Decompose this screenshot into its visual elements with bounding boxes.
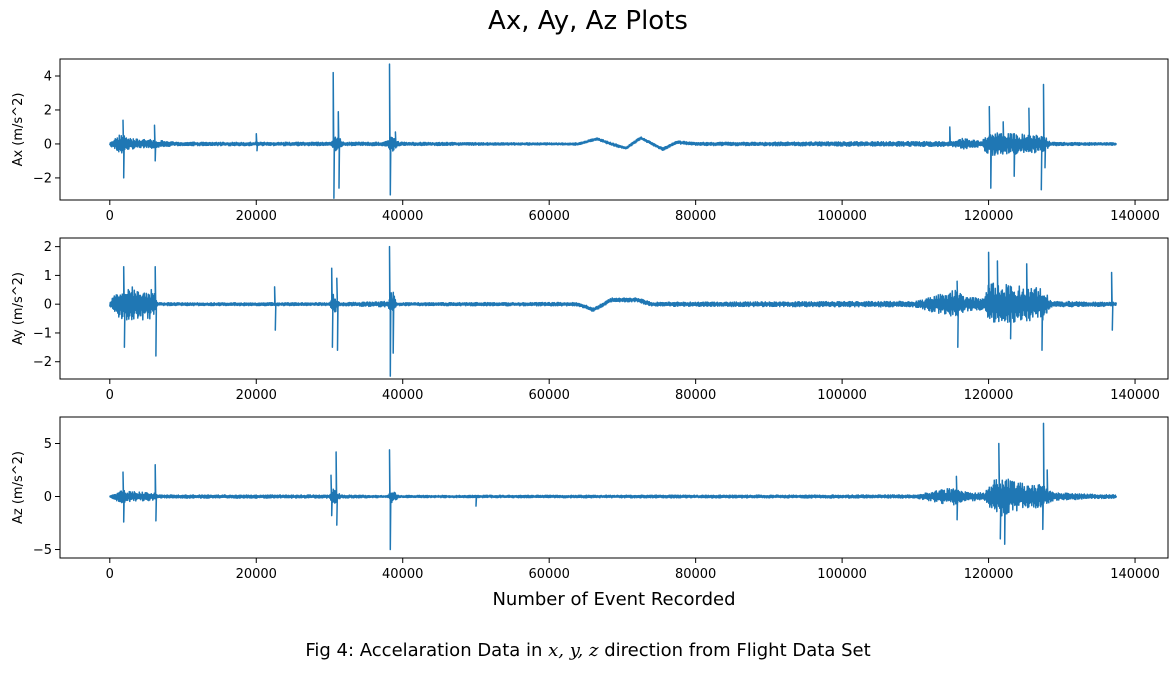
series-line <box>109 63 1118 200</box>
x-tick-label: 60000 <box>529 209 570 224</box>
series-line <box>109 422 1118 551</box>
x-tick-label: 20000 <box>236 388 277 403</box>
y-tick-label: 0 <box>44 490 52 505</box>
x-tick-label: 120000 <box>964 388 1014 403</box>
y-tick-label: 2 <box>44 103 52 118</box>
y-axis-label: Ax (m/s^2) <box>11 93 26 167</box>
axes-frame <box>59 58 1169 201</box>
y-tick-label: 2 <box>44 240 52 255</box>
y-tick-label: −2 <box>33 171 52 186</box>
caption-suffix: direction from Flight Data Set <box>598 640 871 661</box>
x-tick-label: 20000 <box>236 209 277 224</box>
y-tick-label: −1 <box>33 326 52 341</box>
x-tick-label: 100000 <box>817 567 867 582</box>
x-tick-label: 20000 <box>236 567 277 582</box>
x-tick-label: 60000 <box>529 388 570 403</box>
axes-frame <box>59 237 1169 380</box>
y-tick-label: 0 <box>44 137 52 152</box>
x-axis-label: Number of Event Recorded <box>492 589 735 610</box>
x-tick-label: 60000 <box>529 567 570 582</box>
subplot-ax: 0 20000 40000 60000 80000 100000 120000 140000 −… <box>11 58 1169 224</box>
caption-math: x, y, z <box>548 640 599 661</box>
x-tick-label: 120000 <box>964 209 1014 224</box>
x-tick-label: 40000 <box>382 388 423 403</box>
x-tick-label: 140000 <box>1110 567 1160 582</box>
y-tick-label: −5 <box>33 543 52 558</box>
y-tick-label: 4 <box>44 69 52 84</box>
y-axis-label: Ay (m/s^2) <box>11 272 26 345</box>
x-tick-label: 80000 <box>675 388 716 403</box>
y-tick-label: 0 <box>44 298 52 313</box>
x-tick-label: 40000 <box>382 567 423 582</box>
caption-prefix: Fig 4: Accelaration Data in <box>305 640 549 661</box>
y-tick-label: −2 <box>33 355 52 370</box>
y-axis-label: Az (m/s^2) <box>11 451 26 524</box>
x-tick-label: 100000 <box>817 388 867 403</box>
x-tick-label: 140000 <box>1110 388 1160 403</box>
series-line <box>109 245 1118 377</box>
x-tick-label: 80000 <box>675 209 716 224</box>
subplot-az: 0 20000 40000 60000 80000 100000 120000 140000 −… <box>11 416 1169 610</box>
x-tick-label: 80000 <box>675 567 716 582</box>
x-tick-label: 140000 <box>1110 209 1160 224</box>
x-tick-label: 40000 <box>382 209 423 224</box>
axes-frame <box>59 416 1169 559</box>
subplot-ay: 0 20000 40000 60000 80000 100000 120000 140000 −… <box>11 237 1169 403</box>
x-tick-label: 0 <box>106 388 114 403</box>
x-tick-label: 120000 <box>964 567 1014 582</box>
x-tick-label: 100000 <box>817 209 867 224</box>
x-tick-label: 0 <box>106 209 114 224</box>
y-tick-label: 1 <box>44 269 52 284</box>
figure-title: Ax, Ay, Az Plots <box>488 6 688 36</box>
y-tick-label: 5 <box>44 437 52 452</box>
figure-caption: Fig 4: Accelaration Data in x, y, z dire… <box>0 640 1176 661</box>
x-tick-label: 0 <box>106 567 114 582</box>
